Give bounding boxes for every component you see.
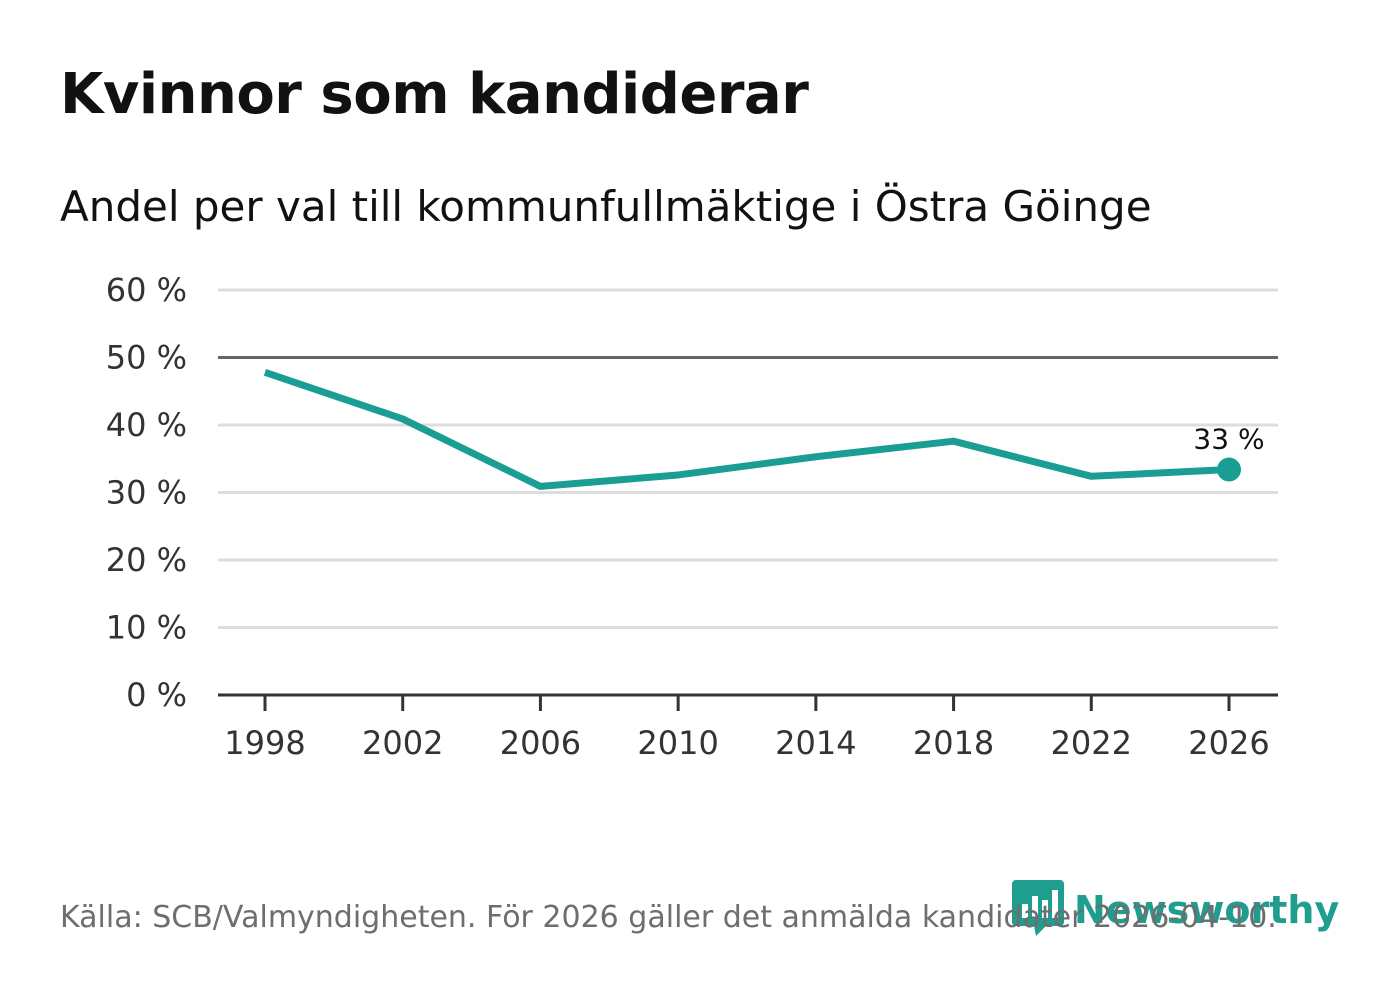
x-tick-label-2006: 2006 (500, 724, 581, 762)
chart-title: Kvinnor som kandiderar (60, 62, 809, 127)
data-point-2026 (1217, 457, 1241, 482)
x-tick-label-2018: 2018 (913, 724, 994, 762)
data-point-2014 (812, 453, 819, 460)
source-note: Källa: SCB/Valmyndigheten. För 2026 gäll… (60, 900, 1277, 935)
y-tick-label-20: 20 % (106, 541, 187, 579)
y-tick-label-60: 60 % (106, 271, 187, 309)
x-tick-label-2026: 2026 (1188, 724, 1269, 762)
x-axis-ticks: 1998 2002 2006 2010 2014 2018 2022 2026 (224, 695, 1270, 762)
brand-icon (1012, 878, 1064, 942)
chart-subtitle: Andel per val till kommunfullmäktige i Ö… (60, 182, 1152, 231)
data-point-1998 (262, 369, 269, 376)
y-axis-ticks: 0 % 10 % 20 % 30 % 40 % 50 % 60 % (106, 271, 187, 714)
last-point-label: 33 % (1193, 423, 1264, 456)
x-tick-label-2010: 2010 (637, 724, 718, 762)
y-tick-label-30: 30 % (106, 474, 187, 512)
data-point-2018 (950, 438, 957, 445)
data-point-2006 (537, 483, 544, 490)
x-tick-label-2022: 2022 (1051, 724, 1132, 762)
y-tick-label-10: 10 % (106, 609, 187, 647)
data-point-2010 (675, 471, 682, 478)
series-layer: 33 % (262, 369, 1265, 490)
y-tick-label-40: 40 % (106, 406, 187, 444)
x-tick-label-2002: 2002 (362, 724, 443, 762)
data-point-2002 (399, 415, 406, 422)
data-point-2022 (1088, 473, 1095, 480)
grid-layer (218, 288, 1278, 697)
y-tick-label-0: 0 % (126, 676, 187, 714)
y-tick-label-50: 50 % (106, 339, 187, 377)
x-tick-label-1998: 1998 (224, 724, 305, 762)
newsworthy-logo: Newsworthy (1012, 878, 1339, 942)
series-line-0 (263, 369, 1230, 490)
x-tick-label-2014: 2014 (775, 724, 856, 762)
brand-name: Newsworthy (1074, 888, 1340, 932)
